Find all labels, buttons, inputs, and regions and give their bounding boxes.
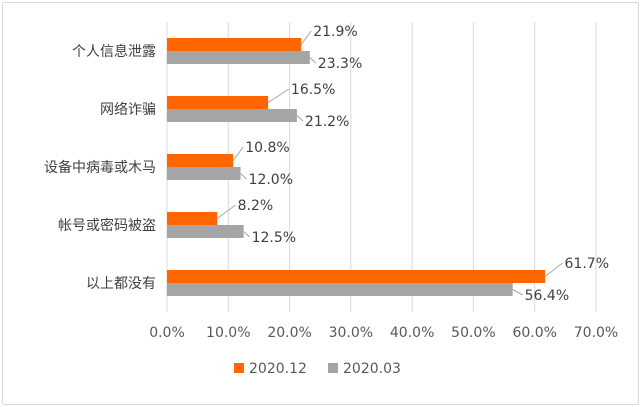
category-label: 以上都没有	[86, 276, 156, 292]
x-tick-label: 60.0%	[512, 325, 556, 341]
gridlines	[166, 22, 597, 312]
x-tick-label: 20.0%	[267, 325, 311, 341]
leader-line	[544, 262, 563, 277]
bars	[167, 38, 546, 296]
category-label: 个人信息泄露	[72, 43, 156, 60]
leader-line	[300, 30, 312, 45]
data-label: 12.5%	[252, 230, 296, 246]
bar-2020.03	[167, 283, 513, 296]
data-label: 16.5%	[291, 82, 335, 98]
bar-2020.12	[167, 270, 546, 283]
legend-swatch	[328, 363, 338, 373]
legend: 2020.12 2020.03	[234, 361, 401, 377]
data-label: 21.2%	[305, 114, 349, 130]
category-label: 帐号或密码被盗	[58, 217, 156, 234]
leader-lines	[216, 30, 563, 296]
leader-line	[232, 146, 244, 161]
leader-line	[267, 88, 290, 103]
data-label: 61.7%	[565, 256, 609, 272]
x-tick-label: 50.0%	[451, 325, 495, 341]
legend-label: 2020.03	[343, 361, 401, 377]
leader-line	[512, 289, 523, 296]
legend-swatch	[234, 363, 244, 373]
data-label: 8.2%	[238, 198, 274, 214]
category-label: 设备中病毒或木马	[44, 159, 156, 176]
bar-2020.03	[167, 109, 297, 122]
legend-label: 2020.12	[249, 361, 307, 377]
leader-line	[240, 173, 247, 180]
bar-2020.12	[167, 154, 234, 167]
x-tick-label: 30.0%	[329, 325, 373, 341]
data-label: 10.8%	[245, 140, 289, 156]
data-label: 23.3%	[318, 56, 362, 72]
category-label: 网络诈骗	[100, 102, 156, 118]
bar-2020.03	[167, 225, 244, 238]
data-label: 21.9%	[313, 24, 357, 40]
data-label: 56.4%	[525, 288, 569, 304]
x-axis-ticks: 0.0% 10.0% 20.0% 30.0% 40.0% 50.0% 60.0% 70.0%	[149, 325, 618, 341]
data-label: 12.0%	[249, 172, 293, 188]
bar-2020.12	[167, 212, 218, 225]
bar-2020.12	[167, 38, 302, 51]
x-tick-label: 10.0%	[206, 325, 250, 341]
leader-line	[216, 204, 236, 219]
x-tick-label: 40.0%	[390, 325, 434, 341]
leader-line	[243, 231, 250, 238]
leader-line	[296, 115, 304, 122]
leader-line	[309, 57, 317, 64]
bar-2020.12	[167, 96, 269, 109]
bar-2020.03	[167, 51, 310, 64]
x-tick-label: 70.0%	[574, 325, 618, 341]
data-labels: 21.9% 23.3% 16.5% 21.2% 10.8% 12.0% 8.2% 12.5% 6…	[238, 24, 609, 304]
bar-2020.03	[167, 167, 241, 180]
x-tick-label: 0.0%	[149, 325, 185, 341]
